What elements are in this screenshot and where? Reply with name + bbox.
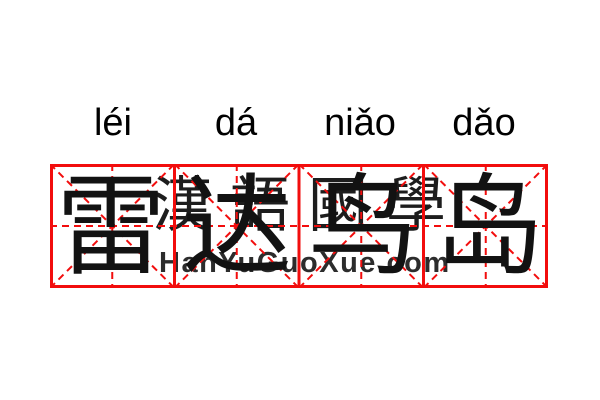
pinyin-syllable-4: dǎo bbox=[452, 102, 516, 144]
grid-guide-lines bbox=[50, 164, 548, 288]
pinyin-syllable-1: léi bbox=[93, 102, 133, 144]
hanzi-character-3: 鸟 bbox=[308, 163, 418, 291]
pinyin-syllable-3: niǎo bbox=[324, 102, 396, 144]
hanzi-character-4: 岛 bbox=[434, 163, 544, 291]
tianzige-grid bbox=[50, 164, 548, 288]
pinyin-syllable-2: dá bbox=[214, 102, 258, 144]
watermark-site-name: HanYuGuoXue.com bbox=[159, 247, 451, 279]
hanzi-character-2: 达 bbox=[182, 163, 292, 291]
hanzi-character-1: 雷 bbox=[56, 163, 166, 291]
grid-cell-borders bbox=[50, 164, 548, 288]
